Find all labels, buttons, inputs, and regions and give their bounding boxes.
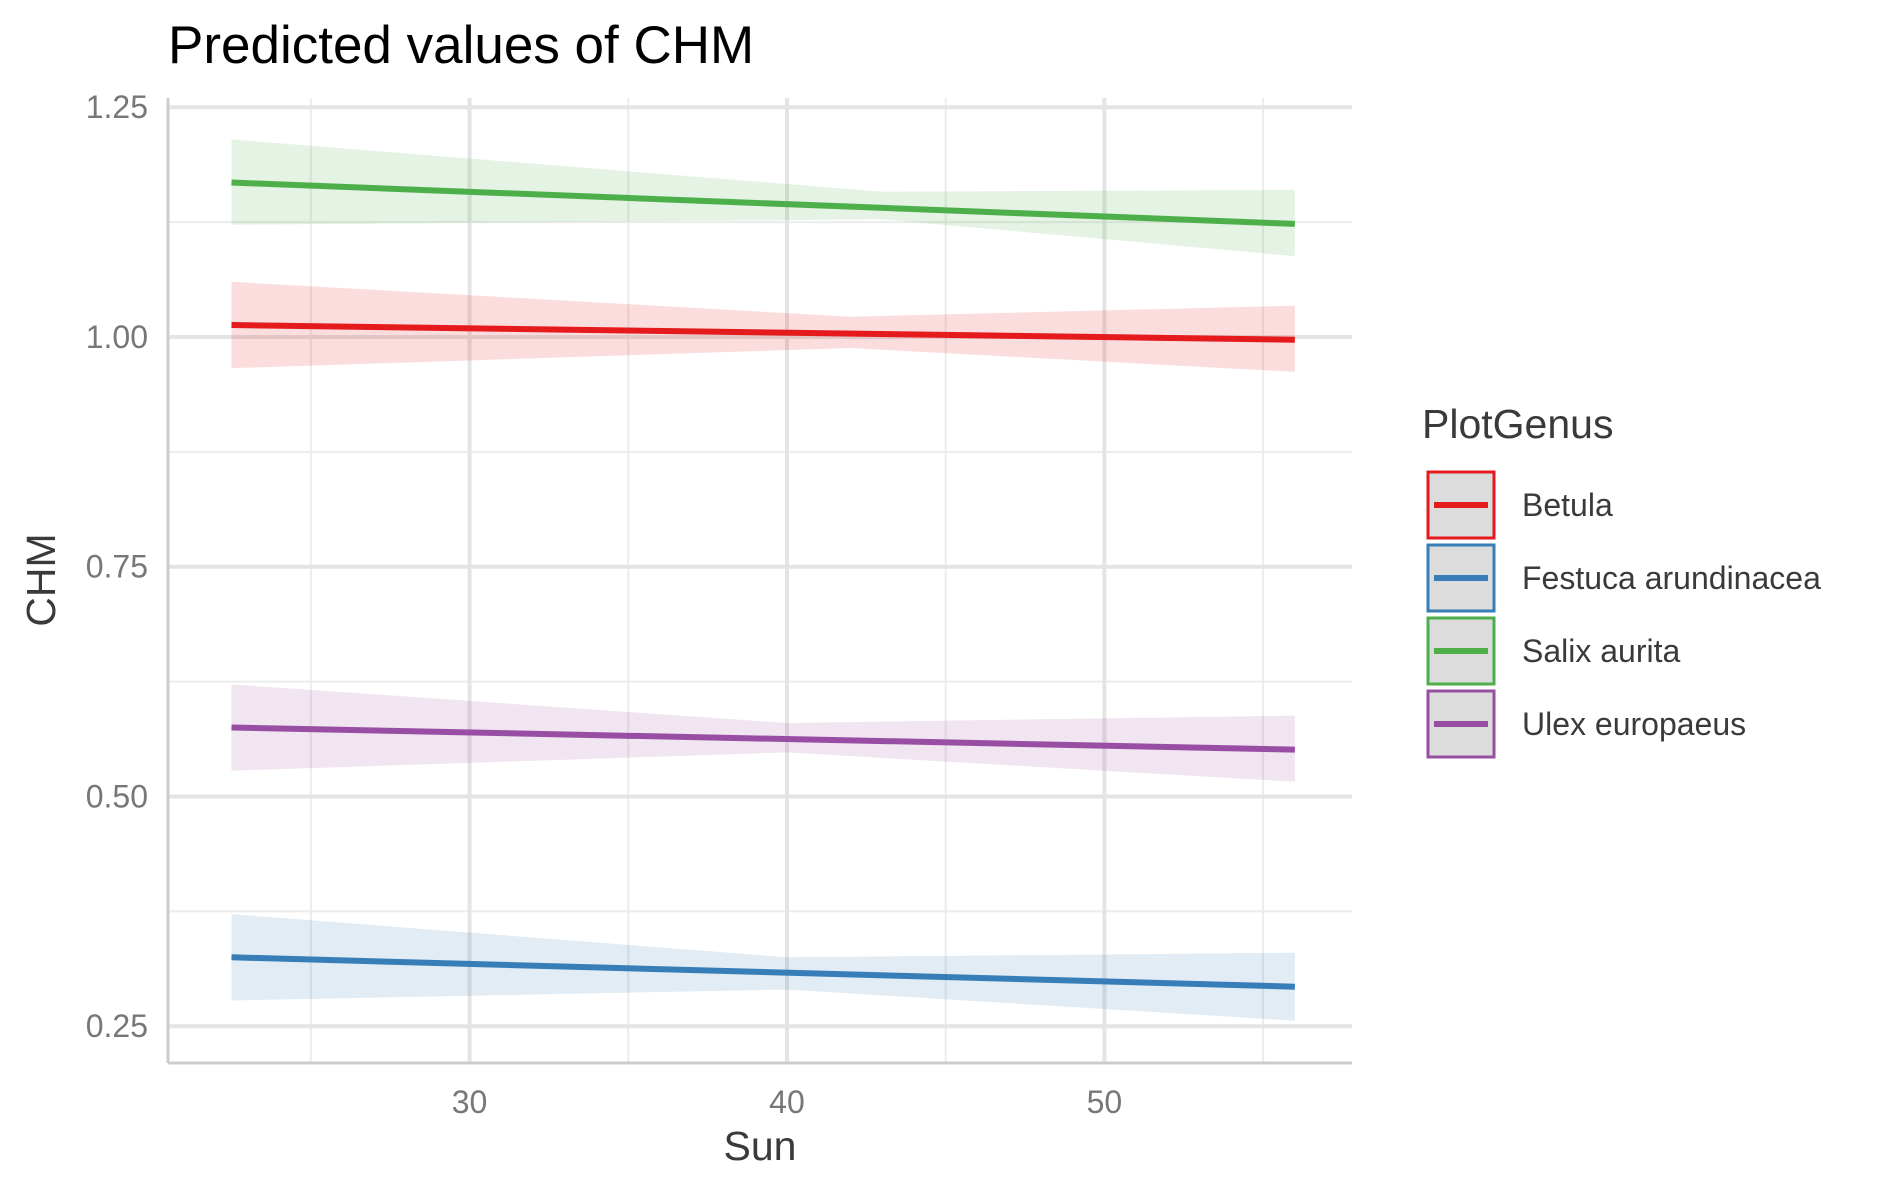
x-tick-label: 30 — [452, 1084, 488, 1120]
legend-label: Festuca arundinacea — [1522, 560, 1821, 596]
x-tick-label: 40 — [769, 1084, 805, 1120]
confidence-band — [231, 684, 1295, 782]
series-line — [231, 322, 1295, 343]
legend-items: Betula Festuca arundinacea Salix aurita Ule… — [1426, 470, 1821, 759]
series-line — [231, 724, 1295, 753]
y-axis-title: CHM — [18, 533, 64, 626]
chart-title: Predicted values of CHM — [168, 16, 754, 75]
y-tick-label: 0.75 — [86, 549, 148, 585]
confidence-bands — [231, 139, 1295, 1021]
y-tick-label: 1.00 — [86, 319, 148, 355]
x-tick-label: 50 — [1087, 1084, 1123, 1120]
legend-label: Betula — [1522, 487, 1613, 523]
legend-label: Salix aurita — [1522, 633, 1681, 669]
confidence-band — [231, 281, 1295, 372]
series-line — [231, 179, 1295, 227]
axes — [166, 98, 1352, 1065]
grid — [168, 98, 1352, 1063]
y-tick-label: 0.50 — [86, 778, 148, 814]
y-tick-label: 1.25 — [86, 89, 148, 125]
series-line — [231, 954, 1295, 990]
series-lines — [231, 179, 1295, 990]
tick-labels: 30 40 50 0.25 0.50 0.75 1.00 1.25 — [86, 89, 1122, 1120]
legend: PlotGenus Betula Festuca arundinacea Salix… — [1422, 401, 1821, 759]
y-tick-label: 0.25 — [86, 1008, 148, 1044]
x-axis-title: Sun — [724, 1123, 797, 1169]
legend-title: PlotGenus — [1422, 401, 1613, 447]
legend-label: Ulex europaeus — [1522, 706, 1746, 742]
confidence-band — [231, 914, 1295, 1021]
confidence-band — [231, 139, 1295, 257]
